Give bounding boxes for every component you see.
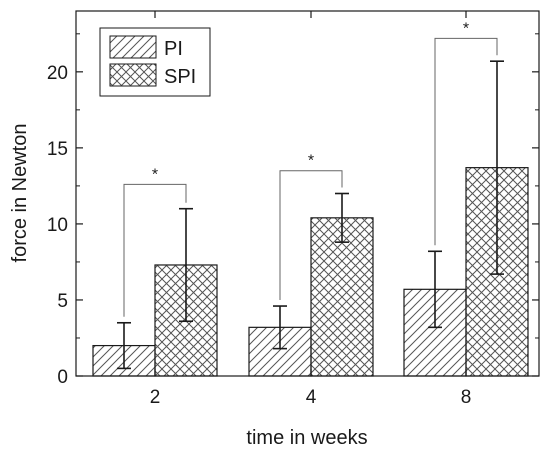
legend: PI SPI [99, 27, 211, 97]
plot-frame [75, 10, 540, 377]
error-bar-spi-8 [490, 60, 504, 275]
y-tick-label-5: 5 [57, 291, 68, 312]
legend-label-pi: PI [164, 38, 183, 60]
error-bar-pi-8 [428, 250, 442, 329]
y-tick-label-20: 20 [47, 63, 68, 84]
x-tick-label-8: 8 [461, 387, 472, 408]
significance-bracket-8 [434, 37, 498, 246]
axes-layer: 0 5 10 15 20 2 4 8 [47, 11, 539, 408]
significance-star-8: * [463, 20, 469, 37]
error-bar-spi-2 [179, 207, 193, 323]
x-tick-label-2: 2 [150, 387, 161, 408]
significance-layer: * * * [123, 20, 498, 317]
significance-bracket-4 [279, 170, 343, 301]
y-tick-label-0: 0 [57, 367, 68, 388]
y-tick-label-10: 10 [47, 215, 68, 236]
error-bars-layer [117, 60, 504, 370]
error-bar-spi-4 [335, 192, 349, 243]
error-bar-pi-2 [117, 321, 131, 370]
legend-swatch-spi [109, 63, 157, 87]
legend-label-spi: SPI [164, 66, 196, 88]
bar-spi-4 [310, 217, 374, 377]
significance-star-4: * [308, 153, 314, 170]
y-axis-label: force in Newton [9, 124, 31, 263]
x-tick-label-4: 4 [306, 387, 317, 408]
y-tick-label-15: 15 [47, 139, 68, 160]
significance-star-2: * [152, 166, 158, 183]
significance-bracket-2 [123, 183, 187, 317]
error-bar-pi-4 [273, 305, 287, 350]
bars-layer [92, 167, 529, 377]
x-axis-label: time in weeks [246, 427, 367, 449]
legend-swatch-pi [109, 35, 157, 59]
